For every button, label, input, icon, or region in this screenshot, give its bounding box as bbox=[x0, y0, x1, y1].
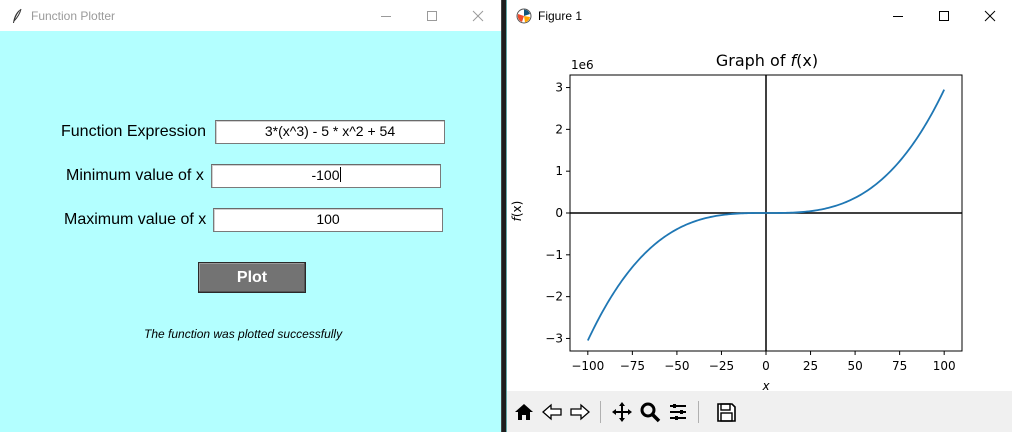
function-plotter-window: Function Plotter Function Expression 3*(… bbox=[0, 0, 502, 432]
expression-input[interactable]: 3*(x^3) - 5 * x^2 + 54 bbox=[215, 120, 445, 144]
back-button[interactable] bbox=[539, 399, 565, 425]
close-button[interactable] bbox=[455, 0, 501, 31]
maximize-button[interactable] bbox=[409, 0, 455, 31]
zoom-button[interactable] bbox=[637, 399, 663, 425]
plot-button[interactable]: Plot bbox=[198, 262, 306, 293]
save-icon bbox=[717, 403, 736, 422]
y-tick-label: 0 bbox=[555, 206, 563, 220]
chart-title: Graph of f(x) bbox=[716, 51, 818, 70]
min-x-value: -100 bbox=[311, 167, 340, 183]
toolbar-separator bbox=[698, 401, 699, 423]
min-x-label: Minimum value of x bbox=[66, 167, 204, 184]
x-tick-label: 0 bbox=[762, 359, 770, 373]
right-window-title: Figure 1 bbox=[538, 8, 583, 23]
pan-icon bbox=[612, 402, 632, 422]
y-tick-label: −1 bbox=[545, 248, 563, 262]
function-curve bbox=[587, 89, 945, 341]
home-button[interactable] bbox=[511, 399, 537, 425]
expression-label: Function Expression bbox=[61, 123, 206, 140]
y-tick-label: −3 bbox=[545, 331, 563, 345]
function-chart: Graph of f(x) 1e6 f(x) x −100 −75 −50 −25 0 2… bbox=[510, 51, 963, 393]
y-tick-label: 2 bbox=[555, 122, 563, 136]
figure-window: Figure 1 Graph of f(x) 1e6 f(x) x −100 −7… bbox=[506, 0, 1012, 432]
figure-maximize-button[interactable] bbox=[921, 0, 967, 31]
feather-icon bbox=[9, 8, 25, 24]
expression-value: 3*(x^3) - 5 * x^2 + 54 bbox=[264, 123, 396, 139]
x-tick-label: 75 bbox=[892, 359, 907, 373]
right-title-bar[interactable]: Figure 1 bbox=[507, 0, 1012, 31]
zoom-icon bbox=[640, 402, 661, 423]
text-caret bbox=[339, 167, 341, 182]
x-tick-label: −75 bbox=[620, 359, 645, 373]
forward-button[interactable] bbox=[567, 399, 593, 425]
x-tick-label: 100 bbox=[933, 359, 956, 373]
close-icon bbox=[984, 10, 996, 21]
max-x-label: Maximum value of x bbox=[64, 211, 207, 228]
x-tick-label: 25 bbox=[803, 359, 818, 373]
plot-frame bbox=[569, 74, 963, 352]
configure-button[interactable] bbox=[665, 399, 691, 425]
pan-button[interactable] bbox=[609, 399, 635, 425]
home-icon bbox=[515, 404, 533, 420]
status-message: The function was plotted successfully bbox=[144, 327, 343, 341]
maximize-icon bbox=[427, 10, 437, 21]
max-x-value: 100 bbox=[316, 211, 340, 227]
x-tick-label: −100 bbox=[571, 359, 604, 373]
maximize-icon bbox=[939, 10, 949, 21]
save-button[interactable] bbox=[713, 399, 739, 425]
x-tick-label: 50 bbox=[847, 359, 862, 373]
minimize-button[interactable] bbox=[363, 0, 409, 31]
figure-close-button[interactable] bbox=[967, 0, 1012, 31]
figure-canvas[interactable]: Graph of f(x) 1e6 f(x) x −100 −75 −50 −25 0 2… bbox=[507, 31, 1012, 393]
close-icon bbox=[472, 10, 484, 21]
min-x-input[interactable]: -100 bbox=[211, 164, 441, 188]
y-tick-label: −2 bbox=[545, 290, 563, 304]
figure-minimize-button[interactable] bbox=[875, 0, 921, 31]
configure-icon bbox=[670, 404, 686, 420]
minimize-icon bbox=[381, 15, 391, 17]
left-window-title: Function Plotter bbox=[31, 8, 116, 23]
matplotlib-icon bbox=[516, 8, 532, 24]
toolbar-separator bbox=[600, 401, 601, 423]
x-axis-label: x bbox=[761, 379, 770, 391]
x-tick-label: −50 bbox=[664, 359, 689, 373]
y-tick-label: 1 bbox=[555, 164, 563, 178]
y-offset-text: 1e6 bbox=[571, 58, 594, 72]
forward-icon bbox=[570, 403, 590, 421]
y-axis-label: f(x) bbox=[510, 201, 524, 222]
max-x-input[interactable]: 100 bbox=[213, 208, 443, 232]
x-tick-label: −25 bbox=[709, 359, 734, 373]
navigation-toolbar bbox=[507, 391, 1012, 432]
left-title-bar[interactable]: Function Plotter bbox=[0, 0, 501, 31]
y-tick-label: 3 bbox=[555, 81, 563, 95]
back-icon bbox=[542, 403, 562, 421]
minimize-icon bbox=[893, 15, 903, 17]
